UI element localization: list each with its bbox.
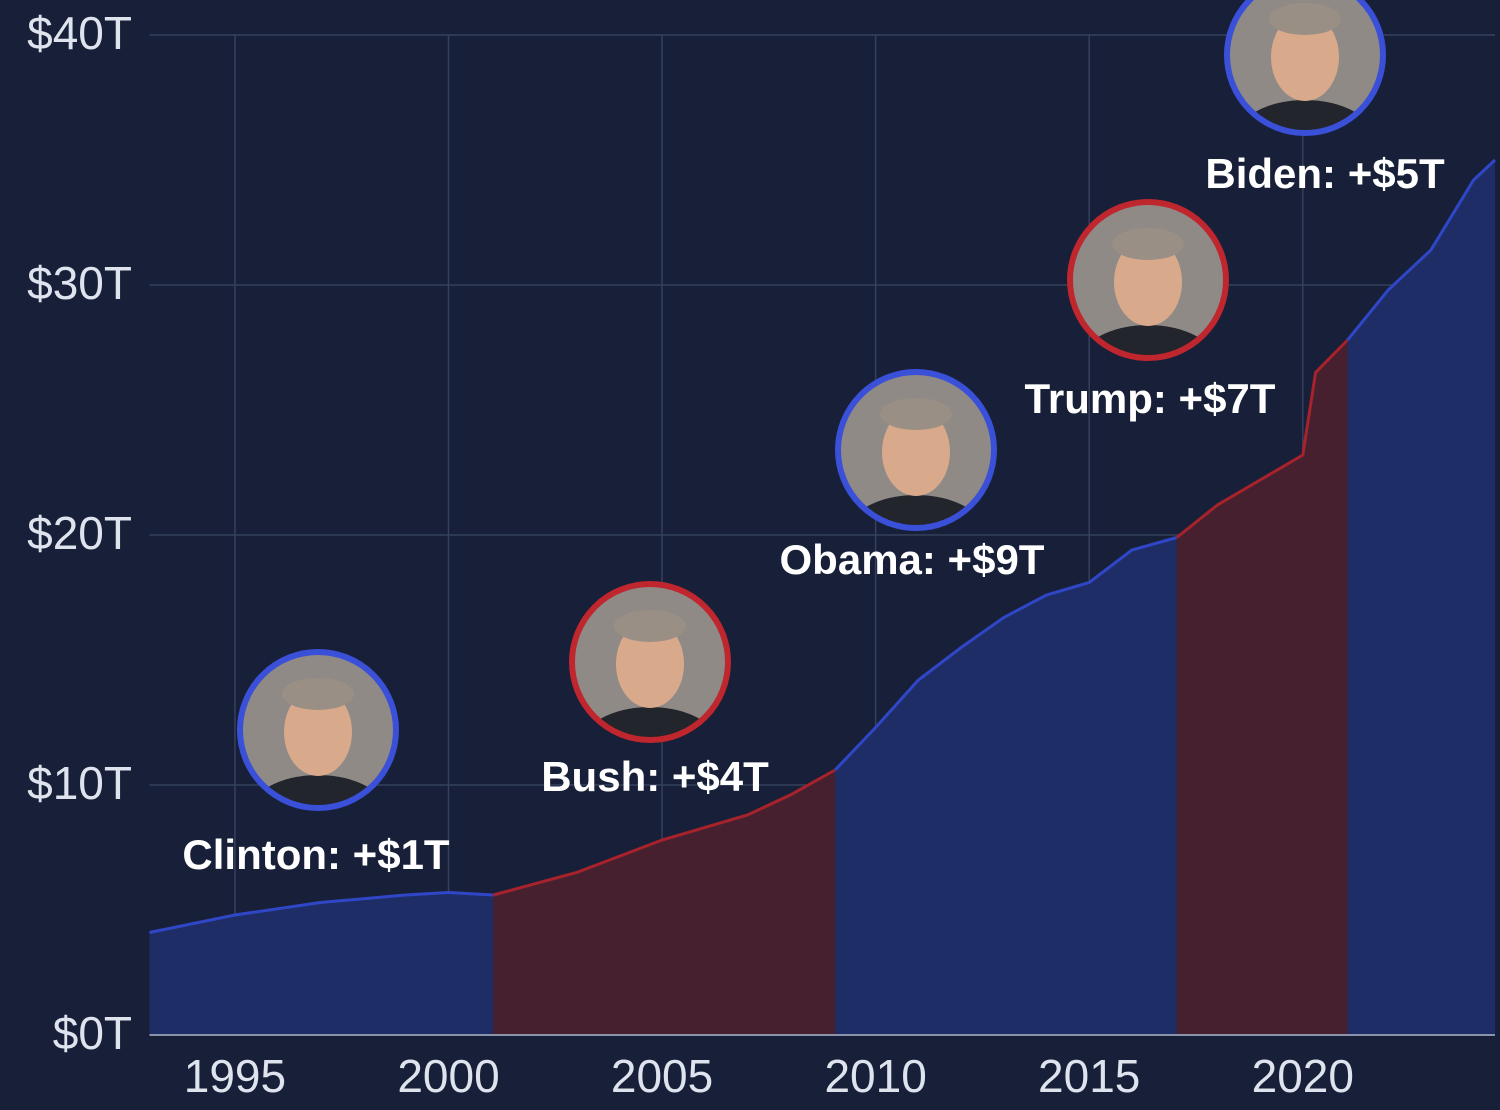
portrait-ring — [1224, 0, 1386, 136]
portrait-image — [242, 654, 394, 806]
line — [1175, 338, 1349, 539]
y-tick-label: $30T — [27, 257, 132, 309]
area — [1176, 340, 1348, 1035]
hair — [880, 398, 952, 430]
portrait-image — [574, 586, 726, 738]
line — [149, 890, 494, 934]
x-tick-label: 2000 — [397, 1050, 499, 1102]
y-tick-label: $10T — [27, 757, 132, 809]
shoulders — [1235, 100, 1375, 131]
face — [1271, 13, 1339, 101]
line — [492, 768, 836, 897]
line — [1346, 158, 1497, 341]
annotation: Bush: +$4T — [541, 753, 769, 800]
shoulders — [248, 775, 388, 806]
portrait-image — [1229, 0, 1381, 131]
shoulders — [846, 495, 986, 526]
portrait-image — [840, 374, 992, 526]
area — [1347, 160, 1495, 1035]
hair — [614, 610, 686, 642]
shoulders — [1078, 325, 1218, 356]
area — [149, 892, 494, 1035]
y-tick-label: $0T — [53, 1007, 132, 1059]
x-tick-label: 1995 — [184, 1050, 286, 1102]
x-tick-label: 2015 — [1038, 1050, 1140, 1102]
x-tick-label: 2005 — [611, 1050, 713, 1102]
portrait-ring — [1067, 199, 1229, 361]
face — [882, 408, 950, 496]
face — [1114, 238, 1182, 326]
line — [834, 536, 1178, 772]
shoulders — [580, 707, 720, 738]
portrait — [569, 581, 731, 743]
hair — [1269, 3, 1341, 35]
hair — [1112, 228, 1184, 260]
portrait-image — [1072, 204, 1224, 356]
annotation: Trump: +$7T — [1025, 375, 1276, 422]
portrait — [835, 369, 997, 531]
portrait-ring — [835, 369, 997, 531]
portrait-ring — [237, 649, 399, 811]
hair — [282, 678, 354, 710]
area — [493, 770, 836, 1035]
face — [616, 620, 684, 708]
area — [835, 537, 1177, 1035]
portrait — [1067, 199, 1229, 361]
y-tick-label: $40T — [27, 7, 132, 59]
portrait-ring — [569, 581, 731, 743]
annotation: Clinton: +$1T — [182, 831, 450, 878]
face — [284, 688, 352, 776]
x-tick-label: 2020 — [1252, 1050, 1354, 1102]
x-tick-label: 2010 — [824, 1050, 926, 1102]
annotation: Obama: +$9T — [780, 536, 1045, 583]
annotation: Biden: +$5T — [1205, 150, 1445, 197]
portrait — [237, 649, 399, 811]
y-tick-label: $20T — [27, 507, 132, 559]
portrait — [1224, 0, 1386, 136]
